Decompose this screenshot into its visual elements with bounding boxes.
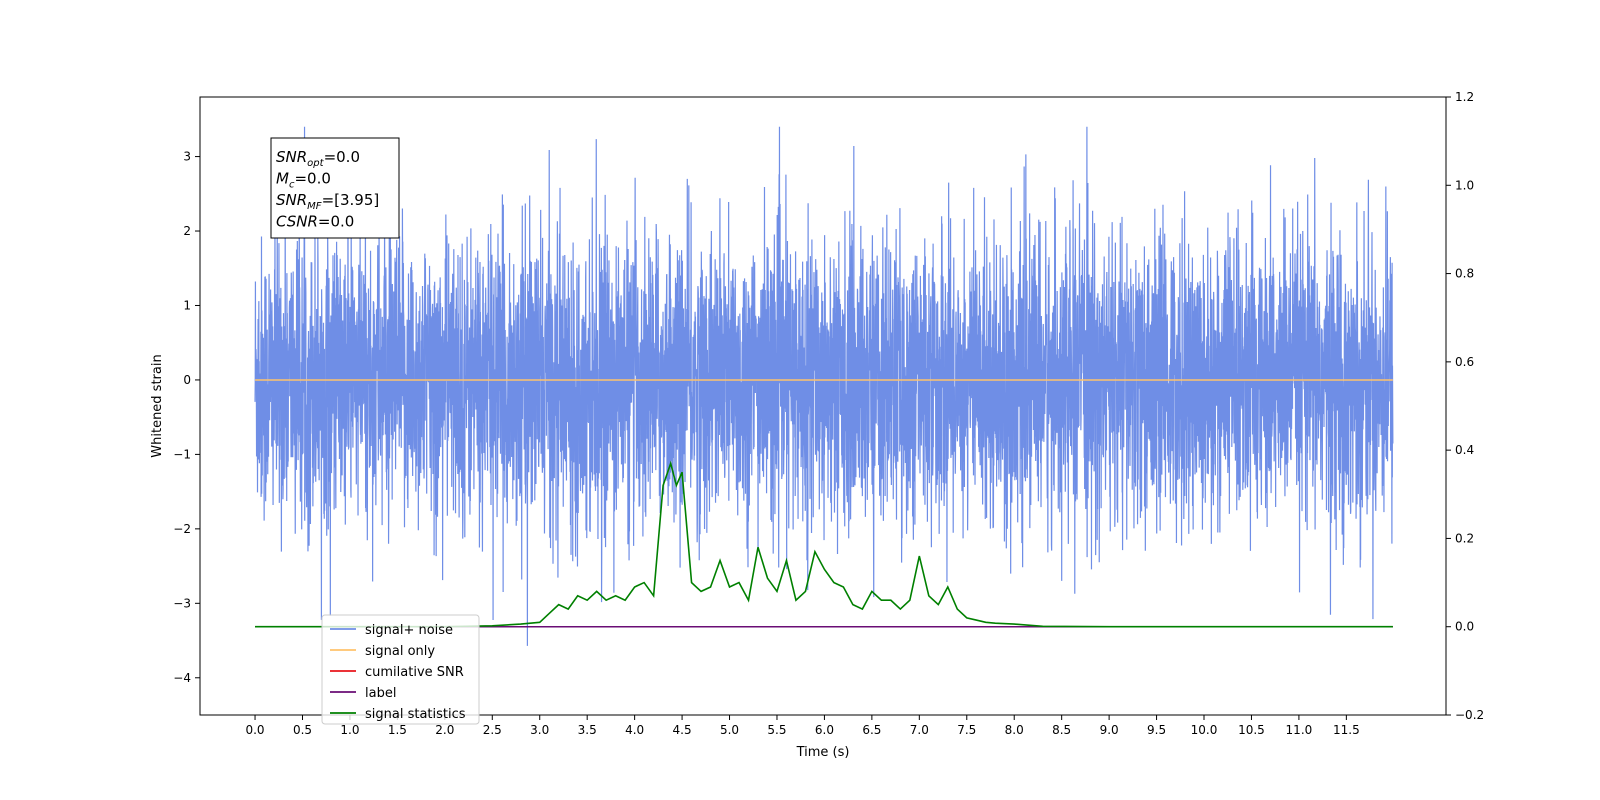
- x-tick-label: 5.0: [720, 723, 739, 737]
- x-tick-label: 0.5: [293, 723, 312, 737]
- legend-entry: signal only: [365, 644, 435, 659]
- x-tick-label: 5.5: [767, 723, 786, 737]
- legend: signal+ noise signal only cumilative SNR la…: [321, 614, 480, 725]
- x-axis-label: Time (s): [796, 745, 850, 760]
- y-tick-label: −1: [173, 447, 191, 461]
- y2-tick-label: −0.2: [1455, 708, 1484, 722]
- y-tick-label: 1: [183, 298, 191, 312]
- annotation-line: Mc=0.0: [276, 170, 331, 191]
- x-tick-label: 1.0: [340, 723, 359, 737]
- y2-tick-label: 0.4: [1455, 443, 1474, 457]
- legend-entry: cumilative SNR: [365, 665, 464, 680]
- x-tick-label: 7.0: [910, 723, 929, 737]
- x-tick-label: 1.5: [388, 723, 407, 737]
- y2-tick-label: 0.6: [1455, 355, 1474, 369]
- x-tick-label: 9.0: [1100, 723, 1119, 737]
- annotation-frame: [270, 137, 400, 239]
- x-tick-label: 8.0: [1005, 723, 1024, 737]
- annotation-line: CSNR=0.0: [276, 213, 354, 231]
- y-tick-label: −4: [173, 671, 191, 685]
- x-tick-label: 10.5: [1238, 723, 1265, 737]
- y2-tick-label: 1.0: [1455, 178, 1474, 192]
- x-tick-label: 4.0: [625, 723, 644, 737]
- x-tick-label: 2.0: [435, 723, 454, 737]
- plot-frame: [199, 96, 1447, 716]
- legend-frame: [321, 614, 480, 725]
- legend-entry: label: [365, 686, 396, 701]
- x-tick-label: 6.0: [815, 723, 834, 737]
- annotation-line: SNRopt=0.0: [276, 148, 360, 169]
- y-tick-label: −3: [173, 596, 191, 610]
- legend-entry: signal+ noise: [365, 623, 453, 638]
- x-tick-label: 3.0: [530, 723, 549, 737]
- axes-layer: 0.0 0.5 1.0 1.5 2.0 2.5 3.0 3.5 4.0 4.5 5.0 5.5 6.0 6…: [173, 90, 1484, 737]
- y-tick-label: −2: [173, 522, 191, 536]
- series-signal-statistics-line: [255, 460, 1393, 628]
- x-tick-label: 8.5: [1052, 723, 1071, 737]
- x-tick-label: 11.5: [1333, 723, 1360, 737]
- x-tick-label: 4.5: [673, 723, 692, 737]
- y-tick-label: 0: [183, 373, 191, 387]
- y-tick-label: 3: [183, 150, 191, 164]
- y-axis-label: Whitened strain: [150, 354, 165, 457]
- annotation-line: SNRMF=[3.95]: [276, 191, 379, 212]
- x-tick-label: 3.5: [578, 723, 597, 737]
- x-tick-label: 7.5: [957, 723, 976, 737]
- x-tick-label: 2.5: [483, 723, 502, 737]
- y-tick-label: 2: [183, 224, 191, 238]
- legend-entry: signal statistics: [365, 707, 466, 722]
- x-tick-label: 10.0: [1191, 723, 1218, 737]
- x-tick-label: 9.5: [1147, 723, 1166, 737]
- x-tick-label: 0.0: [245, 723, 264, 737]
- x-tick-label: 11.0: [1286, 723, 1313, 737]
- y2-tick-label: 0.8: [1455, 267, 1474, 281]
- x-tick-label: 6.5: [862, 723, 881, 737]
- y2-tick-label: 0.2: [1455, 531, 1474, 545]
- y2-tick-label: 0.0: [1455, 620, 1474, 634]
- y2-tick-label: 1.2: [1455, 90, 1474, 104]
